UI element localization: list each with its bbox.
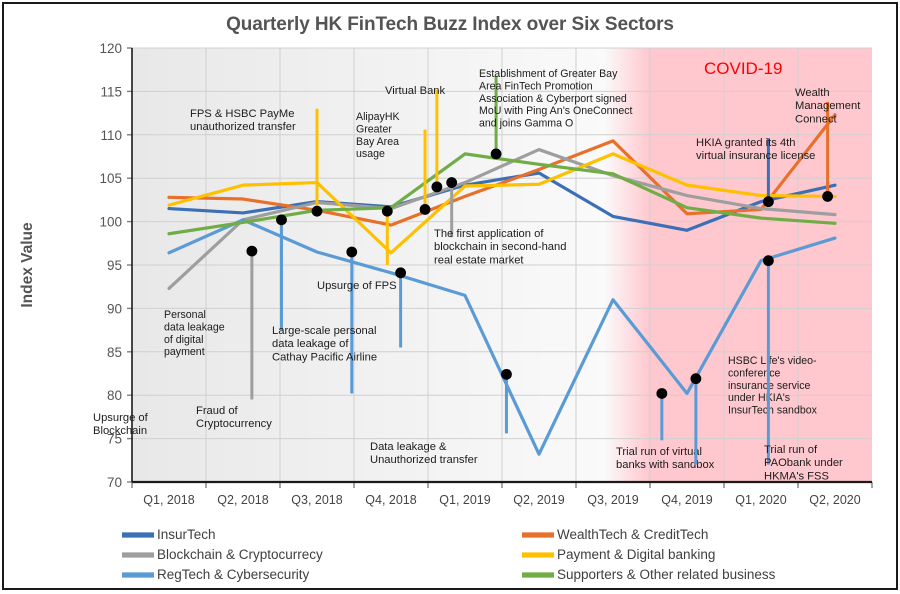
legend-item[interactable]: Payment & Digital banking bbox=[522, 547, 715, 562]
x-axis-tick-label: Q1, 2018 bbox=[143, 493, 194, 507]
legend-item[interactable]: InsurTech bbox=[122, 527, 216, 542]
x-axis-tick-label: Q2, 2019 bbox=[513, 493, 564, 507]
annotation: Data leakage & Unauthorized transfer bbox=[370, 368, 512, 466]
data-point-marker bbox=[346, 246, 358, 258]
annotation: Virtual Bank bbox=[385, 85, 446, 193]
annotation-text: HSBC Life's video-conference insurance se… bbox=[728, 355, 818, 417]
annotation: HSBC Life's video-conference insurance se… bbox=[690, 355, 818, 465]
y-axis-tick-label: 100 bbox=[99, 215, 122, 230]
legend-label: WealthTech & CreditTech bbox=[557, 527, 708, 542]
data-point-marker bbox=[311, 205, 323, 217]
x-axis-tick-label: Q1, 2019 bbox=[439, 493, 490, 507]
annotation-text: HKIA granted its 4th virtual insurance li… bbox=[696, 137, 815, 162]
data-point-marker bbox=[501, 368, 512, 380]
series-line bbox=[167, 171, 837, 232]
series-line bbox=[167, 152, 837, 255]
annotation: AlipayHK Greater Bay Area usage bbox=[356, 111, 431, 215]
data-point-marker bbox=[690, 373, 702, 385]
annotation-text: Large-scale personal data leakage of Catha… bbox=[272, 325, 377, 363]
y-axis-tick-label: 115 bbox=[100, 84, 122, 99]
y-axis-tick-label: 75 bbox=[107, 432, 122, 447]
chart-legend: InsurTech WealthTech & CreditTech Blockcha… bbox=[122, 527, 776, 582]
y-axis-tick-label: 110 bbox=[100, 128, 122, 143]
chart-canvas: 70 75 80 85 90 95 100 105 110 115 120 Q1, 2018 Q2, … bbox=[19, 41, 873, 582]
annotation-text: FPS & HSBC PayMe unauthorized transfer bbox=[190, 108, 296, 133]
annotation-text: Establishment of Greater Bay Area FinTech… bbox=[479, 68, 633, 130]
y-axis-tick-label: 95 bbox=[107, 258, 122, 273]
annotation-text: Fraud of Cryptocurrency bbox=[196, 405, 272, 430]
y-axis-tick-label: 105 bbox=[99, 171, 122, 186]
annotation-text: Trial run of virtual banks with sandbox bbox=[616, 446, 715, 471]
x-axis-tick-label: Q1, 2020 bbox=[735, 493, 786, 507]
annotation: HKIA granted its 4th virtual insurance li… bbox=[696, 137, 815, 208]
legend-label: Blockchain & Cryptocurrecy bbox=[157, 547, 323, 562]
annotation-layer: Upsurge of Blockchain Personal data leakage… bbox=[93, 68, 861, 482]
legend-label: Supporters & Other related business bbox=[557, 567, 776, 582]
y-axis-tick-label: 90 bbox=[107, 301, 122, 316]
data-point-marker bbox=[431, 181, 443, 193]
y-axis-tick-label: 85 bbox=[107, 345, 122, 360]
legend-label: RegTech & Cybersecurity bbox=[157, 567, 310, 582]
y-axis-label: Index Value bbox=[19, 222, 36, 308]
data-point-marker bbox=[822, 191, 833, 202]
annotation: Upsurge of FPS bbox=[317, 205, 397, 292]
data-point-marker bbox=[276, 214, 287, 226]
legend-item[interactable]: Supporters & Other related business bbox=[522, 567, 776, 582]
annotation: Trial run of virtual banks with sandbox bbox=[616, 388, 715, 471]
data-point-marker bbox=[446, 177, 458, 188]
axis-lines bbox=[131, 48, 872, 484]
legend-label: Payment & Digital banking bbox=[557, 547, 715, 562]
data-point-marker bbox=[490, 148, 502, 160]
annotation-text: Trial run of PAObank under HKMA's FSS bbox=[764, 444, 843, 482]
annotation-text: Data leakage & Unauthorized transfer bbox=[370, 441, 478, 466]
x-axis-tick-label: Q2, 2018 bbox=[217, 493, 268, 507]
covid-19-label: COVID-19 bbox=[704, 59, 782, 78]
legend-item[interactable]: RegTech & Cybersecurity bbox=[122, 567, 310, 582]
x-axis-ticks: Q1, 2018 Q2, 2018 Q3, 2018 Q4, 2018 Q1, 2019… bbox=[131, 482, 873, 507]
annotation-text: The first application of blockchain in se… bbox=[434, 228, 566, 266]
annotation-text: Wealth Management Connect bbox=[795, 87, 861, 125]
data-point-marker bbox=[395, 267, 407, 279]
annotation-text: Personal data leakage of digital payment bbox=[164, 309, 225, 358]
annotation-text: Virtual Bank bbox=[385, 85, 446, 97]
annotation: The first application of blockchain in se… bbox=[434, 177, 566, 266]
data-point-marker bbox=[763, 196, 774, 208]
annotation: Fraud of Cryptocurrency bbox=[196, 246, 358, 430]
annotation-text: Upsurge of Blockchain bbox=[93, 412, 149, 437]
x-axis-tick-label: Q3, 2018 bbox=[291, 493, 342, 507]
annotation: Large-scale personal data leakage of Catha… bbox=[272, 267, 407, 363]
data-point-marker bbox=[763, 255, 774, 267]
annotation: Wealth Management Connect bbox=[795, 87, 861, 202]
y-axis-tick-label: 120 bbox=[99, 41, 122, 56]
y-axis-tick-label: 80 bbox=[107, 388, 122, 403]
series-line bbox=[167, 147, 837, 291]
annotation: Personal data leakage of digital payment bbox=[164, 214, 287, 358]
x-axis-tick-label: Q3, 2019 bbox=[587, 493, 638, 507]
legend-label: InsurTech bbox=[157, 527, 216, 542]
annotation-text: AlipayHK Greater Bay Area usage bbox=[356, 111, 400, 160]
y-axis-ticks: 70 75 80 85 90 95 100 105 110 115 120 bbox=[99, 41, 132, 490]
x-axis-tick-label: Q2, 2020 bbox=[809, 493, 860, 507]
annotation: Upsurge of Blockchain bbox=[93, 245, 258, 437]
x-axis-tick-label: Q4, 2019 bbox=[661, 493, 712, 507]
data-point-marker bbox=[381, 205, 393, 217]
page-title: Quarterly HK FinTech Buzz Index over Six… bbox=[226, 14, 674, 35]
data-point-marker bbox=[656, 388, 668, 399]
annotation: Trial run of PAObank under HKMA's FSS bbox=[763, 255, 843, 482]
annotation: Establishment of Greater Bay Area FinTech… bbox=[479, 68, 633, 160]
y-axis-tick-label: 70 bbox=[107, 475, 122, 490]
data-point-marker bbox=[419, 204, 431, 215]
legend-item[interactable]: WealthTech & CreditTech bbox=[522, 527, 708, 542]
legend-item[interactable]: Blockchain & Cryptocurrecy bbox=[122, 547, 323, 562]
x-axis-tick-label: Q4, 2018 bbox=[365, 493, 416, 507]
annotation: FPS & HSBC PayMe unauthorized transfer bbox=[190, 108, 323, 217]
annotation-text: Upsurge of FPS bbox=[317, 280, 397, 292]
data-point-marker bbox=[246, 245, 258, 257]
